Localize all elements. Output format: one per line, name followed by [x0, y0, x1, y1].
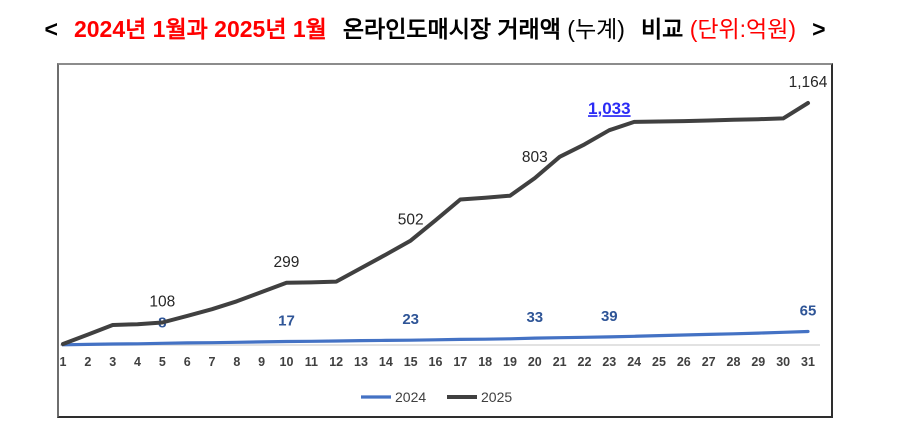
- title-compare: 비교: [640, 16, 684, 42]
- x-tick-label: 26: [677, 355, 691, 369]
- chart-svg: 1 2 3 4 5 6 7 8 9 10 11 12 13 14 15 16 17 18 19 20 21 22 23 24 2…: [60, 74, 828, 405]
- title-bracket-left: <: [44, 16, 58, 42]
- data-label-2024: 39: [601, 308, 618, 325]
- data-label-2025: 299: [274, 254, 300, 271]
- x-tick-label: 19: [503, 355, 517, 369]
- series-line-2024: [61, 329, 810, 347]
- x-tick-label: 5: [159, 355, 166, 369]
- title-market: 온라인도매시장 거래액: [342, 16, 561, 42]
- legend-item-2025: 2025: [447, 389, 512, 405]
- title-cumulative-note: (누계): [567, 16, 625, 42]
- legend-item-2024: 2024: [361, 389, 426, 405]
- legend-label-2025: 2025: [481, 389, 512, 405]
- x-tick-label: 24: [627, 355, 641, 369]
- x-tick-label: 8: [233, 355, 240, 369]
- x-tick-label: 22: [578, 355, 592, 369]
- x-tick-label: 14: [379, 355, 393, 369]
- chart-title: < 2024년 1월과 2025년 1월 온라인도매시장 거래액 (누계) 비교…: [0, 16, 870, 44]
- chart-area: 1 2 3 4 5 6 7 8 9 10 11 12 13 14 15 16 17 18 19 20 21 22 23 24 2…: [57, 63, 833, 418]
- data-label-2025: 108: [149, 294, 175, 311]
- title-period: 2024년 1월과 2025년 1월: [73, 16, 327, 42]
- data-label-2024: 65: [800, 303, 817, 320]
- x-tick-label: 2: [84, 355, 91, 369]
- x-tick-label: 11: [305, 355, 318, 369]
- x-tick-label: 10: [280, 355, 294, 369]
- x-tick-label: 29: [751, 355, 765, 369]
- data-label-2024: 23: [402, 311, 419, 328]
- x-tick-label: 4: [134, 355, 141, 369]
- series-line-2025: [61, 101, 810, 346]
- x-tick-label: 1: [60, 355, 67, 369]
- title-bracket-right: >: [812, 16, 826, 42]
- legend-label-2024: 2024: [395, 389, 426, 405]
- x-tick-label: 21: [553, 355, 567, 369]
- data-label-2025: 803: [522, 149, 548, 166]
- x-tick-label: 25: [652, 355, 666, 369]
- x-tick-label: 9: [258, 355, 265, 369]
- data-label-2025: 1,164: [789, 74, 828, 91]
- x-tick-label: 20: [528, 355, 542, 369]
- x-tick-label: 17: [453, 355, 467, 369]
- x-tick-label: 30: [776, 355, 790, 369]
- data-label-2024: 17: [278, 313, 295, 330]
- x-tick-label: 16: [429, 355, 443, 369]
- x-tick-label: 27: [702, 355, 716, 369]
- x-tick-label: 28: [727, 355, 741, 369]
- x-tick-label: 31: [801, 355, 815, 369]
- x-tick-label: 18: [478, 355, 492, 369]
- data-label-2025: 502: [398, 212, 424, 229]
- x-tick-label: 12: [329, 355, 343, 369]
- data-label-2024: 33: [526, 309, 543, 326]
- legend: 2024 2025: [361, 389, 512, 405]
- title-unit-note: (단위:억원): [689, 16, 797, 42]
- x-tick-label: 3: [109, 355, 116, 369]
- x-tick-label: 23: [602, 355, 616, 369]
- data-label-highlight[interactable]: 1,033: [588, 99, 631, 118]
- x-tick-label: 6: [184, 355, 191, 369]
- x-tick-label: 13: [354, 355, 368, 369]
- x-tick-label: 7: [209, 355, 216, 369]
- x-tick-label: 15: [404, 355, 418, 369]
